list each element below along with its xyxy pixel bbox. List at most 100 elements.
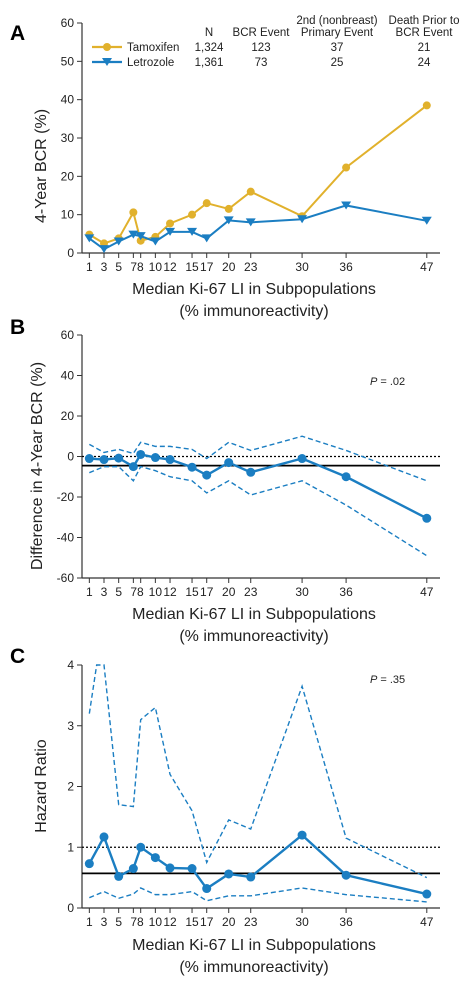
x-tick-label: 20 — [222, 585, 236, 599]
y-tick-label: 0 — [67, 901, 74, 915]
estimate-point — [422, 513, 432, 523]
y-tick-label: 4 — [67, 658, 74, 672]
letrozole-point — [113, 237, 124, 246]
letrozole-point — [297, 215, 308, 224]
y-tick-label: 2 — [67, 780, 74, 794]
x-tick-label: 3 — [101, 915, 108, 929]
estimate-point — [297, 454, 307, 464]
panel-b-p-number: = .02 — [377, 376, 405, 388]
letrozole-point — [135, 232, 146, 241]
estimate-point — [187, 864, 197, 874]
legend-header-second-1: 2nd (nonbreast) — [296, 15, 377, 27]
estimate-point — [297, 830, 307, 840]
letrozole-point — [150, 237, 161, 246]
panel-a-letter: A — [10, 22, 25, 45]
panel-a-x-axis-title-2: (% immunoreactivity) — [179, 303, 328, 320]
x-tick-label: 23 — [244, 585, 258, 599]
x-tick-label: 36 — [339, 915, 353, 929]
x-tick-label: 23 — [244, 260, 258, 274]
letrozole-point — [201, 234, 212, 243]
y-tick-label: 20 — [61, 169, 75, 183]
x-tick-label: 5 — [115, 915, 122, 929]
estimate-point — [202, 470, 212, 480]
legend-letrozole-bcr: 73 — [255, 57, 268, 69]
tamoxifen-point — [166, 219, 175, 228]
panel-c-x-axis-title: Median Ki-67 LI in Subpopulations — [132, 937, 376, 954]
x-tick-label: 1 — [86, 260, 93, 274]
x-tick-label: 78 — [130, 915, 144, 929]
y-tick-label: 3 — [67, 719, 74, 733]
x-tick-label: 12 — [163, 260, 177, 274]
y-tick-label: 60 — [61, 16, 75, 30]
x-tick-label: 20 — [222, 260, 236, 274]
estimate-point — [128, 462, 138, 472]
tamoxifen-point — [246, 187, 255, 196]
x-tick-label: 20 — [222, 915, 236, 929]
estimate-point — [114, 871, 124, 881]
panel-b: B Difference in 4-Year BCR (%) Median Ki… — [10, 316, 440, 645]
x-tick-label: 10 — [149, 585, 163, 599]
x-tick-label: 10 — [149, 260, 163, 274]
estimate-point — [165, 455, 175, 465]
panel-c: C Hazard Ratio Median Ki-67 LI in Subpop… — [10, 645, 440, 976]
panel-c-p-letter: P — [370, 674, 378, 686]
x-tick-label: 17 — [200, 915, 214, 929]
y-tick-label: 1 — [67, 840, 74, 854]
estimate-point — [341, 472, 351, 482]
x-tick-label: 15 — [185, 915, 199, 929]
y-tick-label: -60 — [57, 571, 75, 585]
x-tick-label: 5 — [115, 260, 122, 274]
y-tick-label: 10 — [61, 208, 75, 222]
x-tick-label: 36 — [339, 260, 353, 274]
x-tick-label: 30 — [295, 585, 309, 599]
letrozole-point — [165, 227, 176, 236]
x-tick-label: 30 — [295, 915, 309, 929]
estimate-line — [89, 453, 428, 520]
panel-a-legend: N BCR Event 2nd (nonbreast) Primary Even… — [92, 15, 459, 69]
estimate-point — [136, 449, 146, 459]
legend-tamoxifen-second: 37 — [331, 42, 344, 54]
estimate-point — [341, 870, 351, 880]
tamoxifen-line — [88, 104, 428, 245]
legend-tamoxifen-marker — [103, 43, 111, 51]
x-tick-label: 12 — [163, 915, 177, 929]
estimate-point — [99, 455, 109, 465]
y-tick-label: 20 — [61, 409, 75, 423]
estimate-point — [150, 853, 160, 863]
x-tick-label: 15 — [185, 260, 199, 274]
x-tick-label: 17 — [200, 585, 214, 599]
estimate-point — [224, 869, 234, 879]
y-tick-label: 60 — [61, 328, 75, 342]
x-tick-label: 30 — [295, 260, 309, 274]
x-tick-label: 3 — [101, 260, 108, 274]
estimate-point — [150, 453, 160, 463]
x-tick-label: 78 — [130, 260, 144, 274]
tamoxifen-point — [136, 236, 145, 245]
tamoxifen-point — [188, 210, 197, 219]
x-tick-label: 47 — [420, 260, 434, 274]
legend-header-death-2: BCR Event — [396, 27, 454, 39]
x-tick-label: 78 — [130, 585, 144, 599]
y-tick-label: 0 — [67, 450, 74, 464]
estimate-point — [422, 889, 432, 899]
estimate-point — [224, 458, 234, 468]
x-tick-label: 1 — [86, 585, 93, 599]
letrozole-point — [187, 227, 198, 236]
x-tick-label: 1 — [86, 915, 93, 929]
panel-c-y-axis-title: Hazard Ratio — [33, 739, 50, 832]
legend-header-second-2: Primary Event — [301, 27, 374, 39]
legend-tamoxifen-name: Tamoxifen — [127, 42, 179, 54]
lower-ci-line — [89, 887, 427, 903]
panel-b-y-axis-title: Difference in 4-Year BCR (%) — [29, 362, 46, 570]
estimate-point — [246, 467, 256, 477]
tamoxifen-point — [342, 163, 351, 172]
legend-header-death-1: Death Prior to — [389, 15, 460, 27]
panel-b-x-axis-title: Median Ki-67 LI in Subpopulations — [132, 606, 376, 623]
tamoxifen-point — [224, 204, 233, 213]
letrozole-point — [341, 201, 352, 210]
x-tick-label: 17 — [200, 260, 214, 274]
y-tick-label: 40 — [61, 93, 75, 107]
y-tick-label: -40 — [57, 531, 75, 545]
